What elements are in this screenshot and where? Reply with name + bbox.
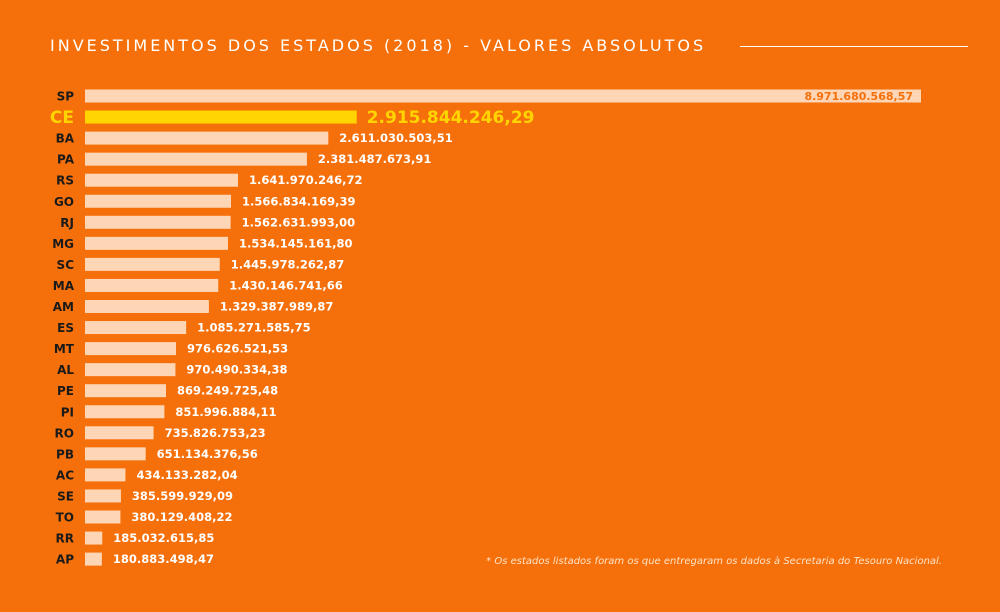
- value-label-pe: 869.249.725,48: [177, 384, 278, 398]
- bar-es: [85, 321, 187, 335]
- bar-rr: [85, 531, 103, 545]
- category-label-pa: PA: [57, 153, 75, 167]
- value-label-se: 385.599.929,09: [132, 489, 233, 503]
- category-label-pe: PE: [57, 384, 74, 398]
- value-label-go: 1.566.834.169,39: [242, 194, 356, 208]
- value-label-ac: 434.133.282,04: [136, 468, 237, 482]
- category-label-rr: RR: [56, 532, 74, 546]
- bar-pa: [85, 152, 307, 166]
- bar-to: [85, 510, 121, 524]
- category-label-se: SE: [57, 489, 74, 503]
- category-label-ce: CE: [50, 108, 74, 128]
- value-label-rr: 185.032.615,85: [113, 531, 214, 545]
- category-label-es: ES: [57, 321, 74, 335]
- category-label-ma: MA: [53, 279, 75, 293]
- value-label-mt: 976.626.521,53: [187, 342, 288, 356]
- value-label-am: 1.329.387.989,87: [220, 300, 334, 314]
- value-label-sc: 1.445.978.262,87: [231, 257, 345, 271]
- category-label-go: GO: [54, 195, 74, 209]
- category-label-al: AL: [57, 363, 74, 377]
- bar-ma: [85, 278, 219, 292]
- value-label-ma: 1.430.146.741,66: [229, 278, 343, 292]
- value-label-pb: 651.134.376,56: [157, 447, 258, 461]
- bar-ro: [85, 426, 154, 440]
- value-label-to: 380.129.408,22: [131, 510, 232, 524]
- bar-sc: [85, 257, 220, 271]
- value-label-ro: 735.826.753,23: [165, 426, 266, 440]
- value-label-pi: 851.996.884,11: [175, 405, 276, 419]
- bar-mg: [85, 236, 228, 250]
- category-label-mt: MT: [54, 342, 75, 356]
- category-label-sc: SC: [57, 258, 75, 272]
- footnote: * Os estados listados foram os que entre…: [486, 556, 942, 567]
- value-label-sp: 8.971.680.568,57: [804, 90, 913, 103]
- value-label-es: 1.085.271.585,75: [197, 321, 310, 335]
- category-label-pb: PB: [56, 447, 74, 461]
- bar-ac: [85, 468, 126, 482]
- category-label-ba: BA: [56, 132, 75, 146]
- bar-al: [85, 363, 176, 377]
- bar-ce: [85, 110, 357, 124]
- category-label-pi: PI: [61, 405, 74, 419]
- value-label-pa: 2.381.487.673,91: [318, 152, 432, 166]
- value-label-al: 970.490.334,38: [186, 363, 287, 377]
- category-label-sp: SP: [57, 90, 75, 104]
- bar-ap: [85, 552, 102, 566]
- category-label-rj: RJ: [60, 216, 74, 230]
- chart-title: INVESTIMENTOS DOS ESTADOS (2018) - VALOR…: [50, 36, 707, 55]
- category-label-mg: MG: [52, 237, 74, 251]
- category-label-ro: RO: [55, 426, 74, 440]
- value-label-ap: 180.883.498,47: [113, 552, 214, 566]
- title-rule: [740, 46, 968, 47]
- bar-ba: [85, 131, 329, 145]
- category-label-ap: AP: [56, 553, 74, 567]
- bar-rj: [85, 215, 231, 229]
- bar-pe: [85, 384, 166, 398]
- value-label-mg: 1.534.145.161,80: [239, 236, 353, 250]
- bar-pb: [85, 447, 146, 461]
- bar-am: [85, 300, 209, 313]
- value-label-ba: 2.611.030.503,51: [339, 131, 453, 145]
- bar-pi: [85, 405, 165, 419]
- value-label-rs: 1.641.970.246,72: [249, 173, 363, 187]
- bar-go: [85, 194, 232, 208]
- value-label-ce: 2.915.844.246,29: [367, 108, 535, 128]
- bar-mt: [85, 342, 177, 356]
- category-label-ac: AC: [56, 468, 74, 482]
- value-label-rj: 1.562.631.993,00: [242, 215, 355, 229]
- bar-rs: [85, 173, 239, 187]
- category-label-to: TO: [56, 511, 74, 525]
- bar-sp: [85, 89, 921, 103]
- category-label-am: AM: [53, 300, 74, 314]
- bar-se: [85, 489, 121, 503]
- category-label-rs: RS: [56, 174, 74, 188]
